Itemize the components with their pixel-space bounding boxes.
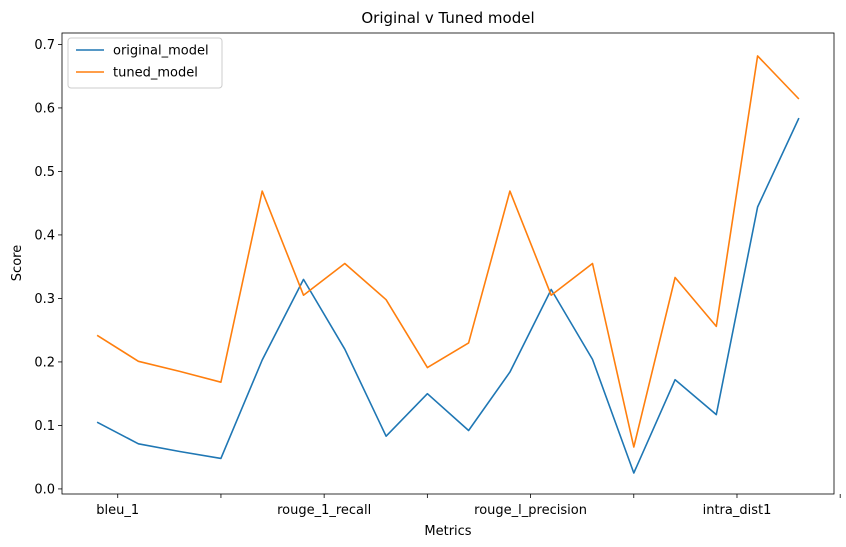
legend-box	[67, 37, 223, 89]
y-tick-label: 0.7	[34, 38, 55, 53]
y-tick-label: 0.3	[34, 292, 55, 307]
series-line-original_model	[96, 117, 800, 474]
y-tick-label: 0.4	[34, 228, 55, 243]
x-tick-label: bleu_1	[96, 503, 139, 518]
legend-label-original_model: original_model	[113, 44, 209, 59]
plot-area	[96, 55, 800, 474]
legend-label-tuned_model: tuned_model	[113, 66, 198, 81]
y-tick-label: 0.2	[34, 355, 55, 370]
x-axis: bleu_1 rouge_1_recall rouge_l_precision int…	[96, 494, 841, 518]
x-tick-label: rouge_1_recall	[277, 503, 371, 518]
x-axis-title: Metrics	[424, 524, 471, 539]
y-axis-title: Score	[10, 245, 25, 281]
y-axis: 0.0 0.1 0.2 0.3 0.4 0.5 0.6 0.7	[34, 38, 62, 497]
y-tick-label: 0.5	[34, 165, 55, 180]
series-line-tuned_model	[96, 55, 800, 448]
x-tick-label: rouge_l_precision	[474, 503, 587, 518]
x-tick-label: intra_dist1	[703, 503, 772, 518]
legend: original_model tuned_model	[67, 37, 223, 89]
y-tick-label: 0.0	[34, 482, 55, 497]
chart-title: Original v Tuned model	[361, 9, 534, 27]
y-tick-label: 0.6	[34, 101, 55, 116]
plot-frame	[61, 32, 835, 495]
y-tick-label: 0.1	[34, 419, 55, 434]
